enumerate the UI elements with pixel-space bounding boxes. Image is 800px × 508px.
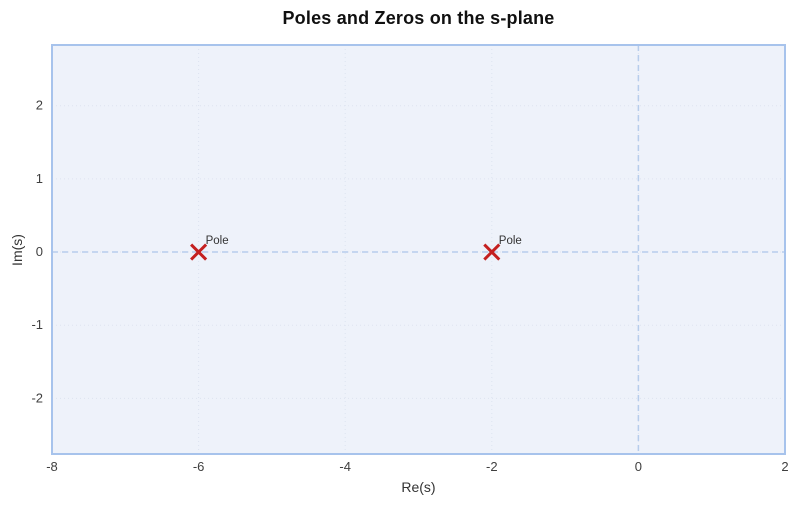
- x-axis-title: Re(s): [401, 479, 436, 495]
- y-tick-label: -2: [31, 390, 43, 405]
- x-tick-label: -4: [339, 459, 351, 474]
- x-tick-label: 0: [635, 459, 642, 474]
- y-tick-label: 1: [36, 171, 43, 186]
- y-tick-label: -1: [31, 317, 43, 332]
- pole-label: Pole: [499, 235, 522, 247]
- pole-marker[interactable]: [483, 243, 501, 261]
- plot-border: [51, 44, 786, 455]
- x-tick-label: -8: [46, 459, 58, 474]
- y-tick-label: 2: [36, 98, 43, 113]
- x-tick-label: -2: [486, 459, 498, 474]
- plot-background: [52, 45, 785, 454]
- x-tick-label: 2: [781, 459, 788, 474]
- pole-marker[interactable]: [190, 243, 208, 261]
- y-axis-title: Im(s): [9, 234, 25, 266]
- plot-area[interactable]: Pole Pole -8 -6 -4 -2 0 2 -2 -1 0 1 2: [31, 44, 789, 474]
- chart-title: Poles and Zeros on the s-plane: [282, 8, 555, 28]
- x-tick-label: -6: [193, 459, 205, 474]
- pole-label: Pole: [206, 235, 229, 247]
- y-tick-label: 0: [36, 244, 43, 259]
